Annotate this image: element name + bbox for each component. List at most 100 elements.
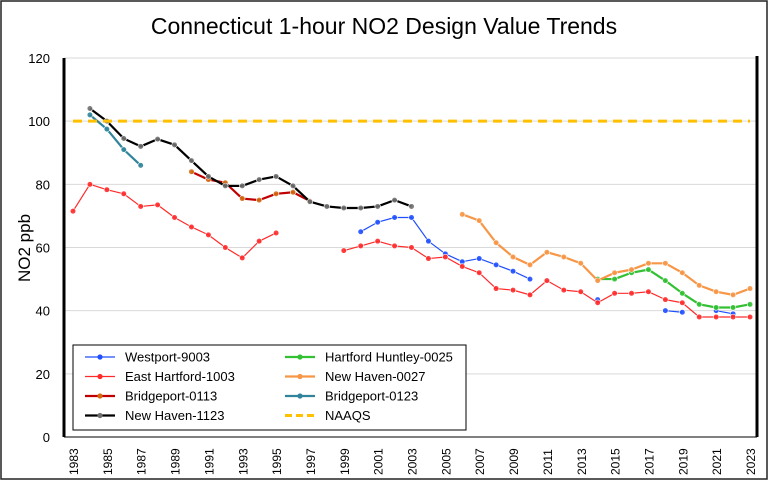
- y-tick-label: 100: [28, 114, 50, 129]
- legend-marker: [297, 373, 303, 380]
- series-hartford-huntley-0025-point: [662, 277, 669, 284]
- series-new-haven-1123-point: [323, 203, 330, 210]
- legend-label: Bridgeport-0123: [325, 389, 418, 404]
- legend-box: [72, 344, 467, 431]
- legend-label: NAAQS: [325, 408, 371, 423]
- series-new-haven-0027-point: [729, 291, 737, 298]
- series-new-haven-0027-point: [560, 253, 567, 261]
- series-east-hartford-1003-point: [425, 255, 432, 262]
- series-east-hartford-1003-point: [713, 313, 720, 321]
- series-east-hartford-1003-point: [357, 242, 364, 250]
- x-tick-label: 2009: [507, 448, 521, 475]
- series-new-haven-1123-point: [340, 204, 347, 212]
- x-tick-label: 1989: [169, 448, 183, 475]
- x-tick-label: 2017: [642, 448, 656, 475]
- x-tick-label: 2021: [710, 448, 724, 475]
- series-east-hartford-1003-point: [171, 214, 178, 221]
- x-tick-label: 1999: [338, 448, 352, 475]
- y-tick-label: 0: [43, 430, 50, 445]
- legend-label: Hartford Huntley-0025: [325, 350, 453, 365]
- x-tick-label: 2023: [744, 448, 758, 475]
- x-tick-label: 1997: [304, 448, 318, 475]
- series-east-hartford-1003-point: [476, 269, 483, 276]
- y-tick-label: 40: [36, 304, 50, 319]
- series-new-haven-1123-point: [391, 197, 398, 204]
- series-new-haven-1123-point: [306, 198, 314, 205]
- series-westport-9003-point: [374, 219, 381, 226]
- series-new-haven-0027-point: [679, 269, 686, 276]
- series-bridgeport-0123-line: [89, 114, 142, 167]
- y-tick-label: 120: [28, 51, 50, 66]
- series-new-haven-0027-point: [696, 282, 703, 289]
- series-east-hartford-1003-point: [340, 247, 347, 254]
- series-east-hartford-1003-point: [509, 287, 517, 294]
- x-tick-label: 2019: [676, 448, 690, 475]
- series-new-haven-0027-point: [628, 266, 635, 273]
- series-new-haven-0027-point: [577, 260, 584, 267]
- series-new-haven-0027-point: [662, 260, 669, 267]
- series-east-hartford-1003-point: [391, 242, 398, 250]
- series-new-haven-1123-point: [120, 135, 127, 142]
- legend-label: East Hartford-1003: [125, 369, 235, 384]
- series-new-haven-1123-point: [256, 176, 263, 183]
- x-tick-label: 2001: [372, 448, 386, 475]
- series-east-hartford-1003-point: [493, 285, 500, 292]
- series-east-hartford-1003-point: [154, 201, 161, 208]
- series-bridgeport-0123-point: [103, 125, 110, 133]
- x-tick-label: 2003: [406, 448, 420, 475]
- series-westport-9003-point: [391, 214, 398, 221]
- chart-title: Connecticut 1-hour NO2 Design Value Tren…: [151, 13, 617, 39]
- series-new-haven-0027-point: [526, 261, 534, 268]
- series-new-haven-1123-point: [289, 182, 297, 190]
- series-new-haven-1123-point: [357, 204, 364, 212]
- series-east-hartford-1003-point: [560, 287, 567, 294]
- legend-marker: [97, 354, 103, 360]
- y-axis-label: NO2 ppb: [15, 214, 34, 282]
- series-bridgeport-0123-point: [137, 162, 144, 169]
- series-east-hartford-1003-point: [137, 203, 144, 210]
- series-new-haven-1123-point: [205, 173, 212, 180]
- x-tick-label: 2011: [541, 449, 555, 475]
- series-east-hartford-1003-point: [86, 181, 94, 188]
- x-tick-label: 1995: [270, 448, 284, 475]
- x-tick-label: 1991: [202, 448, 216, 475]
- series-new-haven-1123-point: [154, 136, 161, 143]
- series-east-hartford-1003-point: [543, 277, 551, 284]
- series-new-haven-0027-point: [476, 217, 483, 224]
- series-new-haven-1123-point: [137, 143, 144, 150]
- series-east-hartford-1003-point: [188, 223, 195, 231]
- y-tick-label: 80: [36, 177, 50, 192]
- series-east-hartford-1003-point: [645, 288, 652, 295]
- series-new-haven-0027-point: [543, 249, 551, 256]
- series-east-hartford-1003-point: [120, 190, 127, 197]
- series-hartford-huntley-0025-line: [597, 268, 751, 309]
- series-east-hartford-1003-point: [628, 290, 635, 297]
- series-westport-9003-point: [493, 261, 500, 268]
- series-westport-9003-point: [526, 275, 534, 283]
- series-westport-9003-point: [662, 307, 669, 314]
- series-east-hartford-1003-point: [374, 238, 381, 245]
- series-east-hartford-1003-point: [662, 296, 669, 303]
- series-east-hartford-1003-point: [408, 244, 415, 251]
- series-bridgeport-0113-point: [239, 195, 246, 202]
- series-new-haven-0027-point: [746, 285, 754, 292]
- legend-label: New Haven-0027: [325, 369, 425, 384]
- series-new-haven-1123-point: [273, 173, 280, 180]
- y-tick-label: 60: [36, 241, 50, 256]
- series-hartford-huntley-0025-point: [611, 275, 618, 283]
- series-new-haven-0027-point: [459, 211, 466, 218]
- series-bridgeport-0123-point: [86, 111, 94, 118]
- series-new-haven-0027-point: [611, 269, 618, 276]
- series-new-haven-1123-point: [86, 105, 94, 112]
- series-east-hartford-1003-point: [746, 313, 754, 321]
- series-hartford-huntley-0025-point: [746, 301, 754, 308]
- legend-marker: [97, 412, 103, 419]
- legend-marker: [97, 393, 103, 399]
- series-east-hartford-1003-point: [256, 238, 263, 245]
- series-east-hartford-1003-point: [103, 186, 110, 193]
- series-bridgeport-0113-point: [256, 197, 263, 204]
- series-hartford-huntley-0025-point: [713, 304, 720, 311]
- series-east-hartford-1003-point: [729, 313, 737, 321]
